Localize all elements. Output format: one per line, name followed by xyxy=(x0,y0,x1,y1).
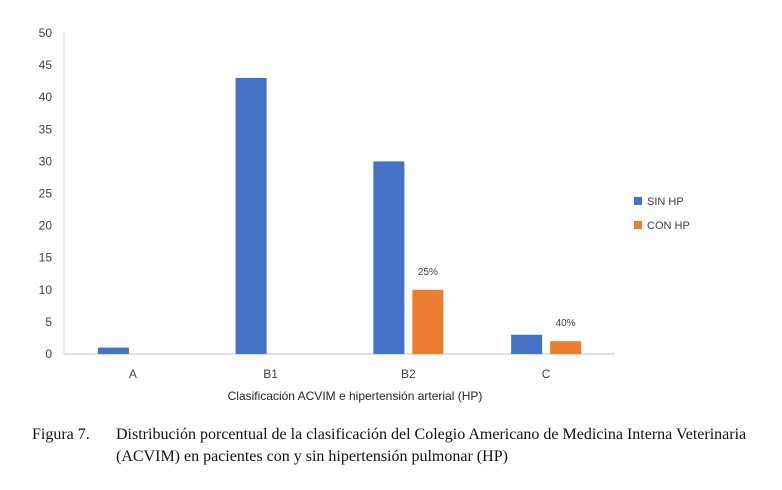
x-tick-label: B2 xyxy=(401,367,416,381)
y-tick-label: 15 xyxy=(39,251,53,265)
legend-swatch xyxy=(634,221,642,229)
y-tick-label: 25 xyxy=(39,187,53,201)
y-axis-ticks: 0 5 10 15 20 25 30 35 40 45 50 xyxy=(39,26,53,361)
y-tick-label: 10 xyxy=(39,283,53,297)
legend-label: CON HP xyxy=(647,220,690,232)
x-axis-label: Clasificación ACVIM e hipertensión arter… xyxy=(228,389,483,403)
legend-label: SIN HP xyxy=(647,196,684,208)
legend: SIN HP CON HP xyxy=(634,196,690,232)
y-tick-label: 0 xyxy=(45,347,52,361)
bar-con-hp-b2 xyxy=(412,289,444,354)
y-tick-label: 20 xyxy=(39,219,53,233)
bar-sin-hp-a xyxy=(97,347,129,354)
caption-text: Distribución porcentual de la clasificac… xyxy=(116,426,747,465)
y-tick-label: 45 xyxy=(39,58,53,72)
y-tick-label: 50 xyxy=(39,26,53,40)
data-labels: 25% 40% xyxy=(418,267,576,329)
bar-chart: 0 5 10 15 20 25 30 35 40 45 50 25% 40% A B1 B2 C Clasi… xyxy=(39,26,690,403)
x-tick-label: C xyxy=(542,367,551,381)
x-axis-ticks: A B1 B2 C xyxy=(129,367,551,381)
data-label: 25% xyxy=(418,267,438,278)
legend-swatch xyxy=(634,197,642,205)
x-tick-label: B1 xyxy=(263,367,278,381)
caption-label: Figura 7. xyxy=(32,426,90,443)
y-tick-label: 30 xyxy=(39,154,53,168)
x-tick-label: A xyxy=(129,367,137,381)
data-label: 40% xyxy=(556,318,576,329)
bar-sin-hp-c xyxy=(511,334,543,354)
figure-caption: Figura 7. Distribución porcentual de la … xyxy=(32,424,767,468)
y-tick-label: 5 xyxy=(45,315,52,329)
y-tick-label: 40 xyxy=(39,90,53,104)
bar-con-hp-c xyxy=(550,341,582,354)
bars xyxy=(97,77,582,354)
y-tick-label: 35 xyxy=(39,122,53,136)
bar-sin-hp-b1 xyxy=(235,77,267,354)
bar-sin-hp-b2 xyxy=(373,161,405,354)
